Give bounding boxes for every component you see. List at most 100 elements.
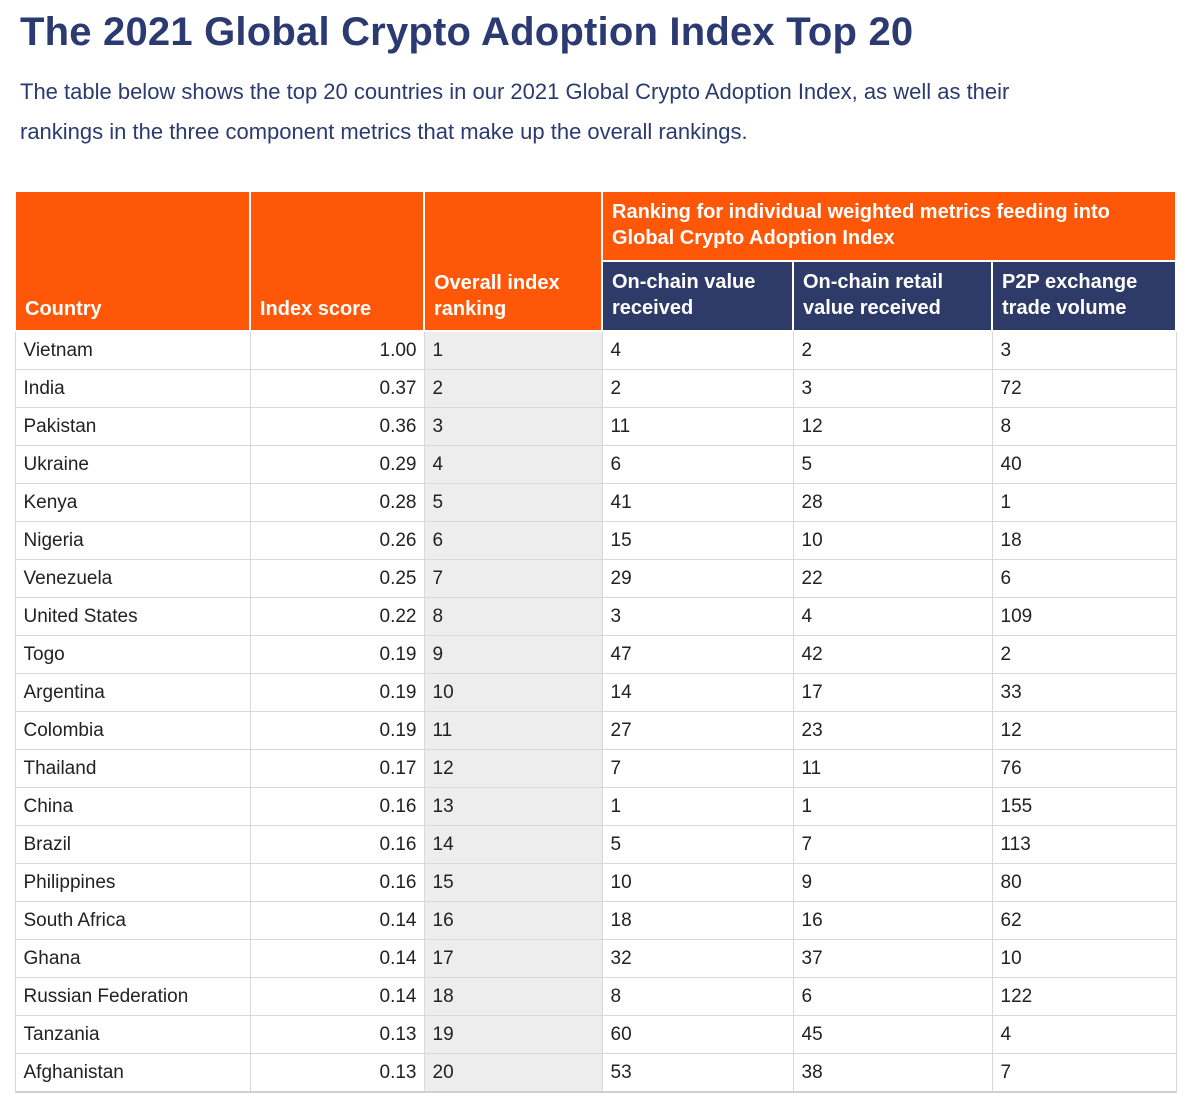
on-chain-retail-cell: 1 [792, 787, 993, 826]
country-cell: Togo [14, 635, 251, 674]
on-chain-value-cell: 32 [601, 939, 794, 978]
on-chain-retail-cell: 17 [792, 673, 993, 712]
on-chain-value-cell: 1 [601, 787, 794, 826]
overall-ranking-cell: 11 [423, 711, 603, 750]
on-chain-value-cell: 2 [601, 369, 794, 408]
index-score-cell: 0.19 [249, 635, 425, 674]
overall-ranking-cell: 14 [423, 825, 603, 864]
on-chain-value-cell: 8 [601, 977, 794, 1016]
overall-ranking-cell: 13 [423, 787, 603, 826]
table-row: Ukraine 0.29 4 6 5 40 [14, 445, 1177, 484]
country-cell: Afghanistan [14, 1053, 251, 1093]
overall-ranking-cell: 1 [423, 330, 603, 370]
table-row: United States 0.22 8 3 4 109 [14, 597, 1177, 636]
p2p-volume-cell: 62 [991, 901, 1177, 940]
table-row: Vietnam 1.00 1 4 2 3 [14, 330, 1177, 370]
overall-ranking-cell: 8 [423, 597, 603, 636]
on-chain-value-cell: 10 [601, 863, 794, 902]
table-row: China 0.16 13 1 1 155 [14, 787, 1177, 826]
country-cell: Brazil [14, 825, 251, 864]
p2p-volume-cell: 33 [991, 673, 1177, 712]
index-score-cell: 0.37 [249, 369, 425, 408]
country-cell: Thailand [14, 749, 251, 788]
on-chain-value-cell: 14 [601, 673, 794, 712]
p2p-volume-cell: 10 [991, 939, 1177, 978]
overall-ranking-cell: 12 [423, 749, 603, 788]
overall-ranking-cell: 16 [423, 901, 603, 940]
index-score-cell: 0.13 [249, 1053, 425, 1093]
overall-ranking-cell: 3 [423, 407, 603, 446]
on-chain-value-cell: 29 [601, 559, 794, 598]
index-score-cell: 0.25 [249, 559, 425, 598]
p2p-volume-cell: 109 [991, 597, 1177, 636]
overall-ranking-cell: 18 [423, 977, 603, 1016]
column-header-on-chain-value: On-chain value received [601, 260, 794, 332]
overall-ranking-cell: 5 [423, 483, 603, 522]
on-chain-retail-cell: 4 [792, 597, 993, 636]
p2p-volume-cell: 122 [991, 977, 1177, 1016]
index-score-cell: 0.14 [249, 939, 425, 978]
on-chain-value-cell: 15 [601, 521, 794, 560]
on-chain-value-cell: 3 [601, 597, 794, 636]
column-header-on-chain-retail: On-chain retail value received [792, 260, 993, 332]
overall-ranking-cell: 9 [423, 635, 603, 674]
table-row: Ghana 0.14 17 32 37 10 [14, 939, 1177, 978]
table-row: Colombia 0.19 11 27 23 12 [14, 711, 1177, 750]
p2p-volume-cell: 113 [991, 825, 1177, 864]
country-cell: China [14, 787, 251, 826]
overall-ranking-cell: 2 [423, 369, 603, 408]
index-score-cell: 1.00 [249, 330, 425, 370]
table-row: Togo 0.19 9 47 42 2 [14, 635, 1177, 674]
index-score-cell: 0.16 [249, 825, 425, 864]
table-row: South Africa 0.14 16 18 16 62 [14, 901, 1177, 940]
table-row: Nigeria 0.26 6 15 10 18 [14, 521, 1177, 560]
overall-ranking-cell: 19 [423, 1015, 603, 1054]
on-chain-retail-cell: 3 [792, 369, 993, 408]
on-chain-value-cell: 5 [601, 825, 794, 864]
p2p-volume-cell: 8 [991, 407, 1177, 446]
overall-ranking-cell: 17 [423, 939, 603, 978]
country-cell: United States [14, 597, 251, 636]
country-cell: Ghana [14, 939, 251, 978]
country-cell: Colombia [14, 711, 251, 750]
p2p-volume-cell: 6 [991, 559, 1177, 598]
country-cell: Russian Federation [14, 977, 251, 1016]
table-row: Venezuela 0.25 7 29 22 6 [14, 559, 1177, 598]
index-score-cell: 0.17 [249, 749, 425, 788]
column-header-overall-ranking: Overall index ranking [423, 190, 603, 332]
on-chain-value-cell: 7 [601, 749, 794, 788]
on-chain-retail-cell: 23 [792, 711, 993, 750]
table-row: Afghanistan 0.13 20 53 38 7 [14, 1053, 1177, 1093]
on-chain-retail-cell: 5 [792, 445, 993, 484]
overall-ranking-cell: 15 [423, 863, 603, 902]
on-chain-value-cell: 18 [601, 901, 794, 940]
p2p-volume-cell: 7 [991, 1053, 1177, 1093]
on-chain-value-cell: 4 [601, 330, 794, 370]
index-score-cell: 0.16 [249, 787, 425, 826]
p2p-volume-cell: 18 [991, 521, 1177, 560]
table-header: Country Index score Overall index rankin… [14, 190, 1177, 332]
on-chain-retail-cell: 12 [792, 407, 993, 446]
country-cell: Ukraine [14, 445, 251, 484]
index-score-cell: 0.19 [249, 673, 425, 712]
on-chain-retail-cell: 7 [792, 825, 993, 864]
index-score-cell: 0.16 [249, 863, 425, 902]
table-row: Argentina 0.19 10 14 17 33 [14, 673, 1177, 712]
on-chain-retail-cell: 28 [792, 483, 993, 522]
table-row: Brazil 0.16 14 5 7 113 [14, 825, 1177, 864]
overall-ranking-cell: 6 [423, 521, 603, 560]
on-chain-retail-cell: 37 [792, 939, 993, 978]
country-cell: Argentina [14, 673, 251, 712]
table-row: India 0.37 2 2 3 72 [14, 369, 1177, 408]
country-cell: Nigeria [14, 521, 251, 560]
country-cell: Tanzania [14, 1015, 251, 1054]
country-cell: Philippines [14, 863, 251, 902]
country-cell: South Africa [14, 901, 251, 940]
country-cell: Pakistan [14, 407, 251, 446]
on-chain-retail-cell: 2 [792, 330, 993, 370]
on-chain-retail-cell: 38 [792, 1053, 993, 1093]
table-row: Philippines 0.16 15 10 9 80 [14, 863, 1177, 902]
on-chain-value-cell: 60 [601, 1015, 794, 1054]
country-cell: Venezuela [14, 559, 251, 598]
